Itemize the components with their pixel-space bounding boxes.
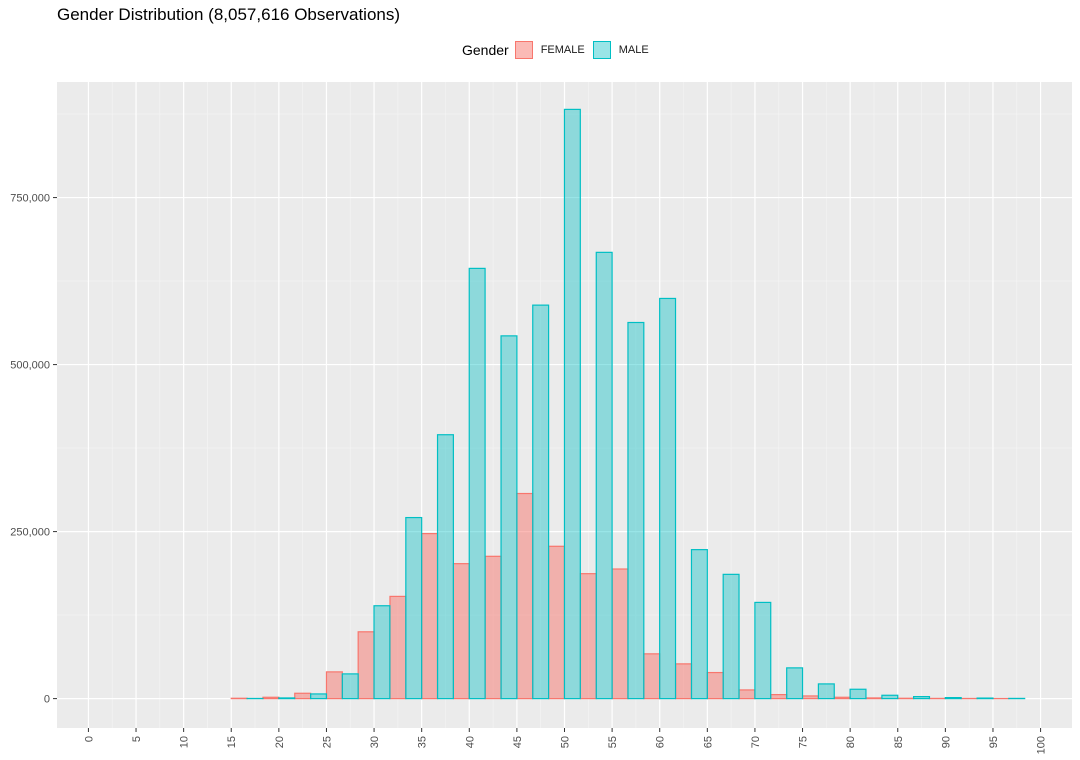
bar-male bbox=[976, 697, 994, 700]
bar-male bbox=[278, 697, 296, 700]
bar-male bbox=[405, 516, 423, 700]
legend-label-female: FEMALE bbox=[540, 44, 585, 56]
legend-label-male: MALE bbox=[618, 44, 649, 56]
bar-male bbox=[754, 601, 772, 700]
legend: Gender FEMALE MALE bbox=[462, 37, 657, 63]
x-tick-label: 65 bbox=[702, 736, 714, 748]
bar-female bbox=[611, 568, 629, 700]
legend-key-female bbox=[514, 41, 533, 59]
bar-female bbox=[865, 697, 883, 700]
bar-female bbox=[547, 545, 566, 700]
x-tick-label: 80 bbox=[845, 736, 857, 748]
bar-male bbox=[468, 267, 486, 700]
bar-female bbox=[294, 692, 312, 700]
bar-female bbox=[262, 696, 280, 700]
x-tick-label: 0 bbox=[83, 736, 95, 742]
x-tick-label: 50 bbox=[560, 736, 572, 748]
bar-female bbox=[421, 532, 439, 700]
y-tick-label: 500,000 bbox=[10, 360, 50, 372]
bar-male bbox=[786, 667, 804, 700]
legend-item-female: FEMALE bbox=[514, 41, 585, 59]
legend-key-male bbox=[592, 41, 611, 59]
x-tick-label: 30 bbox=[369, 736, 381, 748]
bar-male bbox=[817, 683, 835, 700]
x-tick-label: 70 bbox=[750, 736, 762, 748]
bar-female bbox=[801, 695, 819, 700]
bar-male bbox=[913, 696, 931, 700]
bar-male bbox=[944, 697, 962, 700]
bar-male bbox=[500, 335, 518, 700]
bar-male bbox=[436, 434, 454, 700]
bar-male bbox=[881, 694, 899, 700]
y-tick-label: 750,000 bbox=[10, 193, 50, 205]
legend-item-male: MALE bbox=[592, 41, 649, 59]
x-tick-label: 45 bbox=[512, 736, 524, 748]
x-tick-label: 90 bbox=[940, 736, 952, 748]
bar-female bbox=[770, 693, 788, 700]
bar-female bbox=[484, 555, 502, 700]
bar-female bbox=[325, 671, 343, 700]
bar-female bbox=[452, 563, 470, 700]
bar-female bbox=[738, 689, 756, 700]
bar-female bbox=[706, 671, 724, 700]
bar-female bbox=[675, 663, 693, 700]
legend-title: Gender bbox=[462, 42, 509, 58]
bar-male bbox=[849, 688, 867, 700]
x-tick-label: 20 bbox=[274, 736, 286, 748]
x-tick-label: 75 bbox=[798, 736, 810, 748]
x-tick-label: 55 bbox=[607, 736, 619, 748]
bar-female bbox=[643, 653, 661, 700]
bar-male bbox=[341, 673, 359, 700]
bar-male bbox=[563, 108, 581, 700]
x-tick-label: 95 bbox=[988, 736, 1000, 748]
bar-male bbox=[690, 549, 708, 700]
x-tick-label: 100 bbox=[1036, 736, 1048, 754]
chart-title: Gender Distribution (8,057,616 Observati… bbox=[57, 5, 401, 24]
bar-male bbox=[722, 573, 740, 700]
x-tick-label: 10 bbox=[179, 736, 191, 748]
bar-female bbox=[516, 492, 534, 700]
x-tick-label: 35 bbox=[417, 736, 429, 748]
x-tick-label: 25 bbox=[321, 736, 333, 748]
bar-male bbox=[532, 304, 550, 700]
x-tick-label: 15 bbox=[226, 736, 238, 748]
bar-female bbox=[389, 595, 407, 700]
bar-female bbox=[579, 573, 597, 700]
bar-male bbox=[373, 605, 391, 700]
y-tick-label: 250,000 bbox=[10, 527, 50, 539]
bar-male bbox=[310, 693, 328, 700]
bar-male bbox=[659, 297, 677, 700]
x-tick-label: 85 bbox=[893, 736, 905, 748]
x-tick-label: 5 bbox=[131, 736, 143, 742]
bar-male bbox=[595, 251, 613, 700]
y-tick-label: 0 bbox=[44, 694, 50, 706]
bar-male bbox=[627, 321, 645, 700]
x-tick-label: 60 bbox=[655, 736, 667, 748]
x-tick-label: 40 bbox=[464, 736, 476, 748]
bar-female bbox=[357, 631, 375, 700]
bar-female bbox=[833, 696, 851, 700]
